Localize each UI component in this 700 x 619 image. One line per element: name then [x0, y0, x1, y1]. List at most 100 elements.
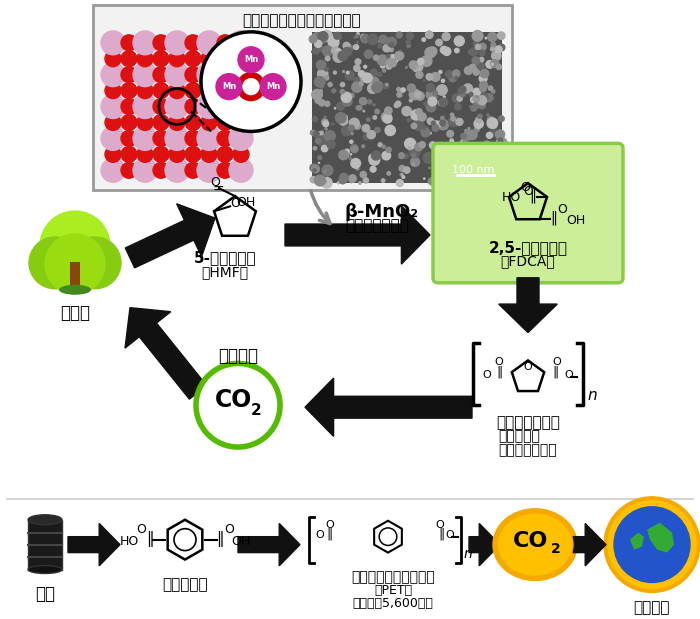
Circle shape [105, 115, 121, 131]
Circle shape [469, 92, 473, 97]
Circle shape [464, 67, 473, 74]
Circle shape [354, 77, 363, 86]
Circle shape [350, 144, 358, 152]
Circle shape [165, 95, 189, 118]
Circle shape [361, 35, 370, 43]
Circle shape [185, 146, 201, 162]
Text: 5-羟甲基糞醒: 5-羟甲基糞醒 [194, 250, 256, 265]
Circle shape [477, 96, 486, 105]
Circle shape [101, 126, 125, 150]
Circle shape [217, 146, 233, 162]
Circle shape [466, 139, 468, 142]
Circle shape [443, 96, 445, 98]
Circle shape [69, 237, 121, 288]
Circle shape [490, 162, 500, 171]
Circle shape [197, 158, 221, 182]
Circle shape [388, 59, 396, 67]
Text: O: O [230, 197, 240, 210]
Circle shape [201, 115, 217, 131]
Circle shape [491, 63, 494, 65]
Circle shape [441, 116, 444, 119]
Circle shape [474, 119, 483, 128]
Circle shape [233, 51, 249, 67]
Circle shape [368, 84, 377, 93]
Circle shape [397, 87, 400, 91]
Circle shape [477, 61, 484, 69]
Text: O: O [523, 184, 533, 197]
Circle shape [349, 118, 359, 128]
Circle shape [451, 146, 453, 148]
Circle shape [312, 89, 322, 100]
Text: OH: OH [566, 214, 585, 227]
Polygon shape [305, 378, 472, 436]
Circle shape [342, 97, 352, 106]
Circle shape [475, 45, 481, 50]
Circle shape [480, 93, 488, 100]
Circle shape [385, 107, 392, 114]
Circle shape [407, 32, 414, 40]
Circle shape [428, 47, 437, 56]
Circle shape [344, 149, 349, 154]
Text: （HMF）: （HMF） [202, 265, 248, 279]
Circle shape [368, 34, 378, 45]
Circle shape [201, 32, 301, 131]
Circle shape [382, 179, 385, 182]
Circle shape [367, 131, 375, 139]
Circle shape [400, 173, 402, 176]
Circle shape [411, 110, 421, 120]
Text: O: O [326, 520, 335, 530]
Circle shape [427, 118, 434, 124]
Text: ・耐热、易加工: ・耐热、易加工 [498, 443, 556, 457]
Circle shape [434, 121, 435, 122]
Circle shape [422, 38, 426, 41]
Circle shape [370, 77, 379, 85]
Circle shape [424, 128, 425, 129]
Circle shape [324, 76, 329, 80]
Circle shape [360, 34, 366, 40]
Circle shape [416, 109, 422, 115]
Circle shape [396, 32, 402, 38]
Circle shape [407, 44, 410, 48]
Circle shape [488, 33, 497, 41]
Circle shape [314, 147, 316, 150]
Circle shape [362, 145, 365, 147]
Circle shape [496, 157, 503, 164]
Circle shape [314, 131, 319, 137]
Circle shape [336, 49, 342, 54]
Circle shape [201, 51, 217, 67]
Circle shape [323, 46, 332, 56]
Circle shape [321, 30, 332, 41]
Circle shape [460, 158, 464, 162]
Circle shape [229, 158, 253, 182]
Circle shape [333, 32, 342, 40]
Circle shape [426, 90, 436, 100]
Circle shape [410, 147, 420, 158]
Circle shape [475, 127, 480, 132]
Circle shape [316, 138, 321, 144]
Bar [312, 32, 502, 183]
Circle shape [185, 115, 201, 131]
Circle shape [217, 67, 233, 83]
Circle shape [485, 93, 493, 102]
FancyBboxPatch shape [93, 5, 512, 190]
Circle shape [449, 116, 459, 126]
Circle shape [466, 152, 477, 162]
Circle shape [480, 69, 489, 78]
Circle shape [410, 61, 417, 69]
Circle shape [363, 110, 365, 112]
Circle shape [351, 146, 358, 152]
Circle shape [489, 86, 493, 90]
Circle shape [243, 79, 259, 95]
Circle shape [343, 42, 350, 49]
Circle shape [454, 175, 458, 178]
Circle shape [477, 176, 484, 183]
Circle shape [314, 40, 322, 48]
Circle shape [443, 147, 446, 150]
Text: Mn: Mn [244, 55, 258, 64]
Circle shape [332, 123, 334, 125]
Text: 对苯二甲酸: 对苯二甲酸 [162, 578, 208, 592]
Circle shape [365, 50, 372, 58]
Circle shape [424, 102, 427, 105]
Circle shape [470, 97, 477, 103]
Circle shape [455, 180, 457, 182]
